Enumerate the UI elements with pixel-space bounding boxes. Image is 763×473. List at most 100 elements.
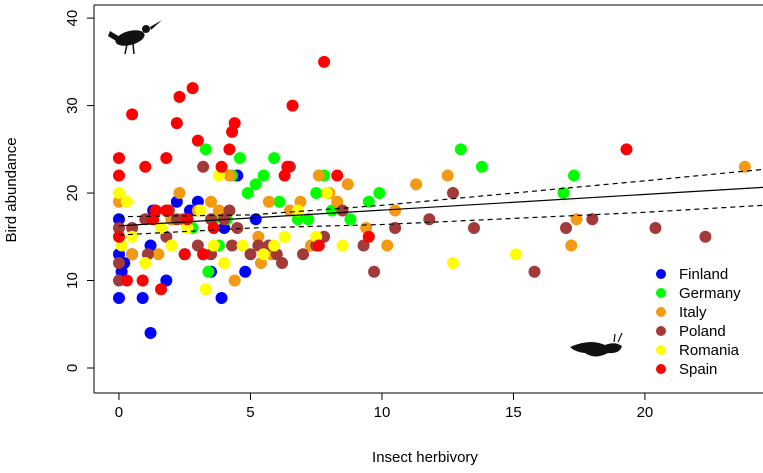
point [257, 169, 270, 182]
point [586, 213, 599, 226]
legend-marker [656, 269, 666, 279]
point [160, 152, 173, 165]
point [223, 204, 236, 217]
point [446, 257, 459, 270]
point [252, 230, 265, 243]
point [181, 213, 194, 226]
point [244, 248, 257, 261]
point [215, 160, 228, 173]
y-tick-label: 20 [64, 185, 81, 202]
point [139, 257, 152, 270]
point [186, 82, 199, 95]
point [620, 143, 633, 156]
point [336, 204, 349, 217]
point [191, 239, 204, 252]
point [233, 152, 246, 165]
point [528, 265, 541, 278]
point [202, 265, 215, 278]
point [152, 248, 165, 261]
plot-area [112, 55, 763, 339]
point [197, 160, 210, 173]
point [344, 213, 357, 226]
point [357, 239, 370, 252]
point [199, 283, 212, 296]
point [205, 195, 218, 208]
point [112, 169, 125, 182]
x-tick-label: 15 [505, 404, 522, 421]
point [291, 213, 304, 226]
point [218, 257, 231, 270]
point [560, 222, 573, 235]
point [165, 239, 178, 252]
y-tick-label: 0 [64, 364, 81, 372]
point [389, 222, 402, 235]
point [373, 187, 386, 200]
point [120, 274, 133, 287]
point [389, 204, 402, 217]
point [336, 239, 349, 252]
caterpillar-icon [570, 332, 623, 357]
point [268, 152, 281, 165]
point [149, 204, 162, 217]
point [212, 204, 225, 217]
x-axis-title: Insect herbivory [372, 449, 478, 466]
legend-label: Finland [679, 266, 728, 283]
point [197, 248, 210, 261]
point [207, 222, 220, 235]
point [286, 99, 299, 112]
point [362, 230, 375, 243]
point [126, 248, 139, 261]
point [155, 283, 168, 296]
point [368, 265, 381, 278]
point [467, 222, 480, 235]
point [278, 230, 291, 243]
legend-marker [656, 345, 666, 355]
point [699, 230, 712, 243]
point [252, 239, 265, 252]
point [112, 257, 125, 270]
point [126, 230, 139, 243]
fit-line [118, 186, 763, 227]
point [112, 152, 125, 165]
legend-label: Germany [679, 285, 741, 302]
bird-icon [108, 20, 162, 55]
point [112, 230, 125, 243]
point [112, 187, 125, 200]
point [199, 143, 212, 156]
legend-label: Romania [679, 342, 740, 359]
point [160, 274, 173, 287]
point [228, 117, 241, 130]
point [381, 239, 394, 252]
point [310, 187, 323, 200]
point [331, 195, 344, 208]
point [223, 143, 236, 156]
legend-marker [656, 364, 666, 374]
y-tick-label: 30 [64, 97, 81, 114]
point [738, 160, 751, 173]
x-tick-label: 5 [246, 404, 254, 421]
point [341, 178, 354, 191]
legend-label: Poland [679, 323, 726, 340]
point [565, 239, 578, 252]
x-tick-label: 20 [637, 404, 654, 421]
point [139, 160, 152, 173]
point [170, 117, 183, 130]
y-tick-label: 10 [64, 272, 81, 289]
point [312, 169, 325, 182]
point [649, 222, 662, 235]
point [567, 169, 580, 182]
point [223, 169, 236, 182]
point [362, 195, 375, 208]
point [160, 204, 173, 217]
point [302, 213, 315, 226]
point [276, 257, 289, 270]
point [268, 239, 281, 252]
point [112, 292, 125, 305]
point [155, 222, 168, 235]
point [231, 222, 244, 235]
point [291, 204, 304, 217]
point [226, 239, 239, 252]
point [297, 248, 310, 261]
y-axis-title: Bird abundance [3, 137, 20, 242]
